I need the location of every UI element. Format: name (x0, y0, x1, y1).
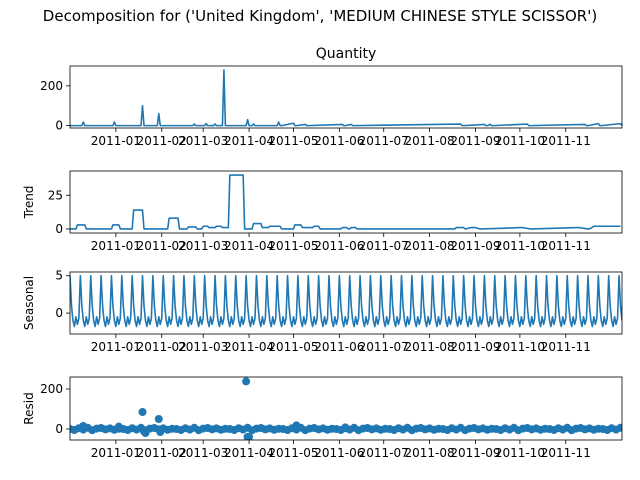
x-tick-label: 2011-02 (137, 340, 187, 354)
resid-point (616, 423, 622, 432)
x-tick-label: 2011-04 (224, 340, 274, 354)
x-tick-label: 2011-08 (405, 239, 455, 253)
resid-point (245, 433, 254, 440)
x-tick-label: 2011-05 (268, 340, 318, 354)
figure-suptitle: Decomposition for ('United Kingdom', 'ME… (43, 7, 597, 25)
resid-point (114, 422, 123, 431)
x-tick-label: 2011-02 (137, 134, 187, 148)
x-tick-label: 2011-11 (541, 340, 591, 354)
subplot-2: 0252011-012011-022011-032011-042011-0520… (22, 170, 623, 253)
subplot-4: 02002011-012011-022011-032011-042011-052… (22, 376, 623, 460)
x-tick-label: 2011-04 (224, 134, 274, 148)
axes-frame (69, 170, 623, 234)
y-tick-label: 200 (40, 79, 63, 93)
resid-point (242, 377, 251, 386)
x-tick-label: 2011-05 (268, 239, 318, 253)
x-tick-label: 2011-01 (91, 239, 141, 253)
x-tick-label: 2011-02 (137, 446, 187, 460)
plot-area (70, 377, 622, 440)
series-line (70, 174, 621, 230)
x-tick-label: 2011-09 (450, 239, 500, 253)
subplot-title: Quantity (316, 46, 377, 62)
y-axis-label: Seasonal (22, 276, 36, 330)
x-tick-label: 2011-07 (359, 239, 409, 253)
x-tick-label: 2011-01 (91, 340, 141, 354)
axes-frame (69, 376, 623, 441)
x-tick-label: 2011-05 (268, 446, 318, 460)
x-tick-label: 2011-09 (450, 134, 500, 148)
x-tick-label: 2011-07 (359, 446, 409, 460)
axes-frame (69, 271, 623, 335)
series-line (70, 69, 622, 127)
x-tick-label: 2011-07 (359, 340, 409, 354)
plot-area (70, 274, 622, 328)
resid-point (156, 428, 165, 436)
x-tick-label: 2011-09 (450, 340, 500, 354)
y-tick-label: 200 (40, 382, 63, 396)
x-tick-label: 2011-03 (178, 239, 228, 253)
resid-point (154, 415, 163, 423)
subplot-3: 052011-012011-022011-032011-042011-05201… (22, 269, 623, 354)
resid-point (138, 408, 147, 416)
subplots: 02002011-012011-022011-032011-042011-052… (22, 46, 623, 460)
plot-area (70, 174, 621, 230)
subplot-1: 02002011-012011-022011-032011-042011-052… (40, 46, 623, 148)
x-tick-label: 2011-06 (314, 134, 364, 148)
x-tick-label: 2011-11 (541, 446, 591, 460)
y-tick-label: 0 (55, 222, 63, 236)
x-tick-label: 2011-03 (178, 340, 228, 354)
resid-point (292, 421, 301, 430)
y-axis-label: Resid (22, 392, 36, 424)
x-tick-label: 2011-11 (541, 239, 591, 253)
y-tick-label: 0 (55, 422, 63, 436)
x-tick-label: 2011-10 (495, 340, 545, 354)
x-tick-label: 2011-07 (359, 134, 409, 148)
resid-point (79, 422, 88, 430)
resid-point (141, 429, 150, 437)
x-tick-label: 2011-08 (405, 446, 455, 460)
x-tick-label: 2011-08 (405, 134, 455, 148)
x-tick-label: 2011-03 (178, 446, 228, 460)
y-tick-label: 0 (55, 119, 63, 133)
x-tick-label: 2011-04 (224, 239, 274, 253)
resid-point (341, 423, 350, 432)
x-tick-label: 2011-10 (495, 239, 545, 253)
x-tick-label: 2011-03 (178, 134, 228, 148)
x-tick-label: 2011-10 (495, 134, 545, 148)
x-tick-label: 2011-01 (91, 446, 141, 460)
x-tick-label: 2011-06 (314, 239, 364, 253)
y-tick-label: 0 (55, 306, 63, 320)
x-tick-label: 2011-10 (495, 446, 545, 460)
x-tick-label: 2011-06 (314, 340, 364, 354)
y-tick-label: 5 (55, 269, 63, 283)
x-tick-label: 2011-09 (450, 446, 500, 460)
y-axis-label: Trend (22, 186, 36, 220)
seasonal-line (70, 274, 622, 328)
x-tick-label: 2011-02 (137, 239, 187, 253)
x-tick-label: 2011-04 (224, 446, 274, 460)
x-tick-label: 2011-05 (268, 134, 318, 148)
plot-area (70, 69, 622, 127)
x-tick-label: 2011-11 (541, 134, 591, 148)
x-tick-label: 2011-01 (91, 134, 141, 148)
axes-frame (69, 65, 623, 129)
x-tick-label: 2011-06 (314, 446, 364, 460)
y-tick-label: 25 (48, 188, 63, 202)
x-tick-label: 2011-08 (405, 340, 455, 354)
